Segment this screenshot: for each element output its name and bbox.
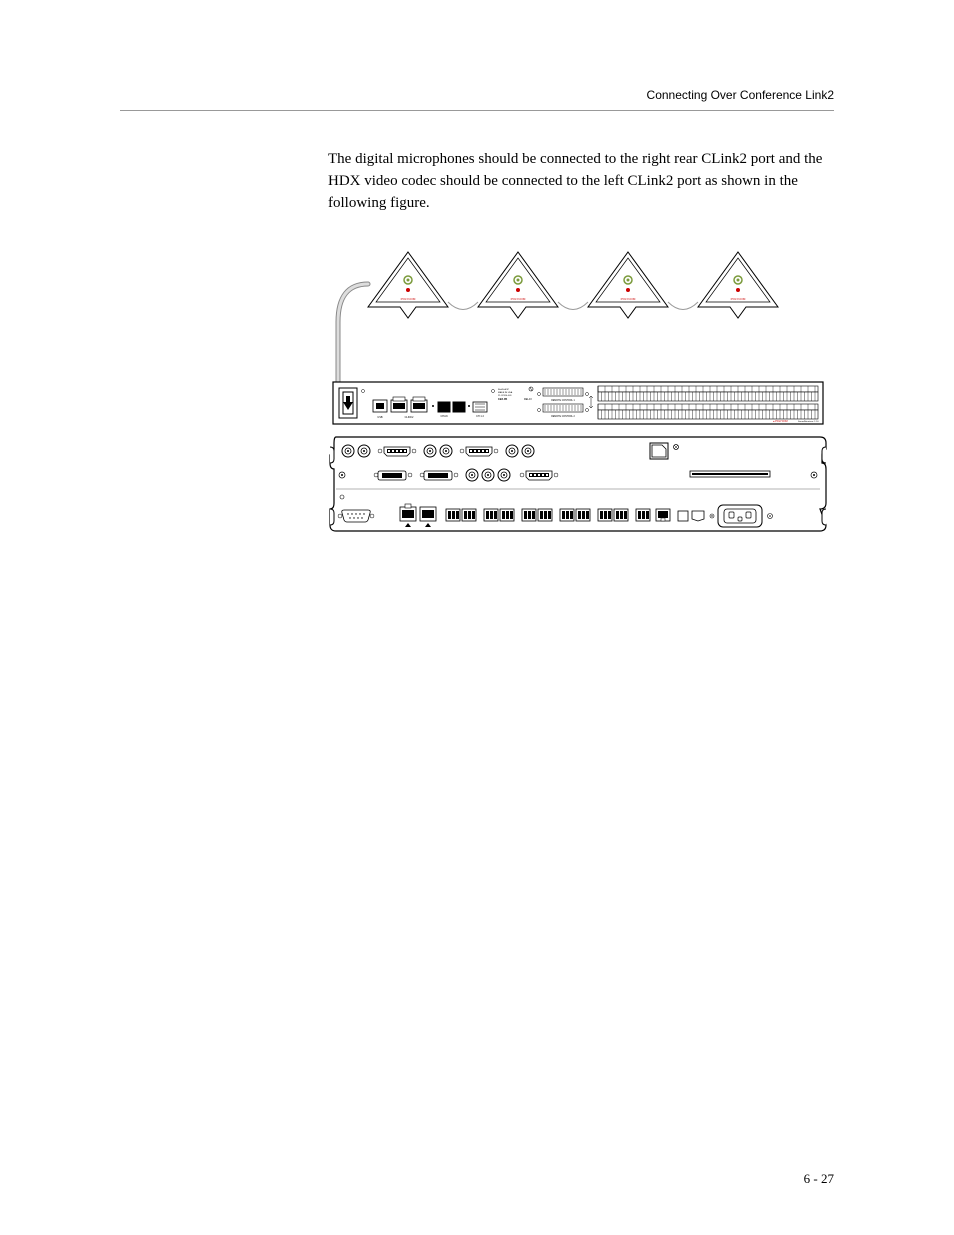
- svg-text:CLINK2: CLINK2: [405, 416, 414, 419]
- page-number: 6 - 27: [804, 1171, 834, 1187]
- svg-text:RoHS AOP: RoHS AOP: [498, 388, 509, 391]
- svg-text:192.05: 192.05: [498, 397, 508, 401]
- svg-text:CH 1 2: CH 1 2: [476, 415, 484, 418]
- svg-text:MADE IN USA: MADE IN USA: [498, 391, 513, 394]
- running-header: Connecting Over Conference Link2: [120, 88, 834, 111]
- svg-text:CHAN: CHAN: [440, 415, 447, 418]
- body-paragraph: The digital microphones should be connec…: [328, 149, 834, 214]
- svg-text:POLYCOM: POLYCOM: [511, 297, 526, 301]
- connection-diagram: POLYCOM POLYCOM: [328, 242, 834, 582]
- running-title: Connecting Over Conference Link2: [647, 88, 834, 102]
- svg-text:SoundStructure C-16: SoundStructure C-16: [798, 420, 819, 423]
- svg-text:RELAY: RELAY: [524, 398, 532, 401]
- hdx-codec-panel: [330, 437, 826, 531]
- mic-label: POLYCOM: [401, 297, 416, 301]
- svg-text:USB: USB: [377, 416, 382, 419]
- svg-text:● POLYCOM: ● POLYCOM: [773, 420, 788, 423]
- svg-text:POLYCOM: POLYCOM: [621, 297, 636, 301]
- svg-text:REMOTE CONTROL 1: REMOTE CONTROL 1: [551, 400, 575, 402]
- svg-text:POLYCOM: POLYCOM: [731, 297, 746, 301]
- soundstructure-panel: USB CLINK2 CHAN: [333, 382, 823, 424]
- svg-text:REMOTE CONTROL 2: REMOTE CONTROL 2: [551, 416, 575, 418]
